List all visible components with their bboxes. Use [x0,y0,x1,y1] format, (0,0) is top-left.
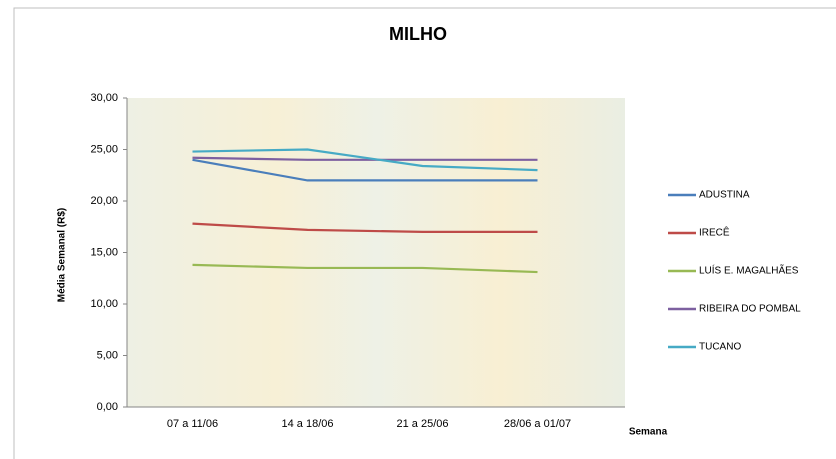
x-tick-label: 14 a 18/06 [282,418,334,430]
y-tick-label: 0,00 [97,401,118,413]
x-tick-label: 28/06 a 01/07 [504,418,571,430]
y-tick-label: 15,00 [90,246,118,258]
y-tick-label: 10,00 [90,298,118,310]
y-tick-label: 30,00 [90,92,118,104]
x-tick-label: 07 a 11/06 [167,418,218,430]
x-axis-label: Semana [629,427,668,438]
series-line [192,158,538,182]
x-tick-label: 21 a 25/06 [397,418,449,430]
series-line [192,222,538,233]
y-tick-label: 20,00 [90,195,118,207]
series-line [192,156,538,161]
legend-label: TUCANO [699,342,741,353]
series-line [192,263,538,274]
legend-label: LUÍS E. MAGALHÃES [699,264,799,277]
legend-label: RIBEIRA DO POMBAL [699,304,801,315]
legend-label: IRECÊ [699,226,730,239]
chart-title: MILHO [389,24,447,44]
y-tick-label: 5,00 [97,349,118,361]
series-line [192,148,538,172]
plot-background [127,98,625,407]
y-axis-label: Média Semanal (R$) [57,208,68,302]
legend-label: ADUSTINA [699,190,750,201]
y-tick-label: 25,00 [90,143,118,155]
